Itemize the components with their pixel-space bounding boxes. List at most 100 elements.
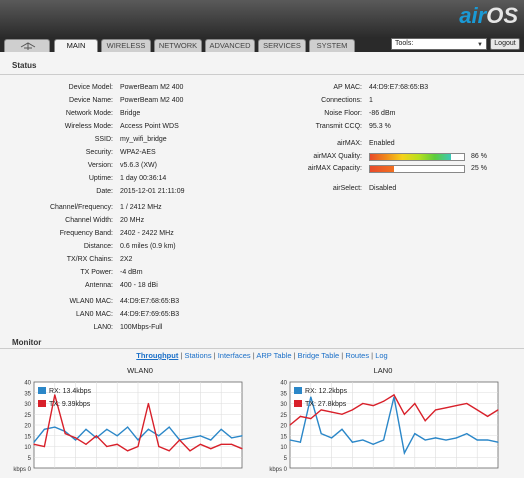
distance-label: Distance: [83, 243, 113, 250]
data-point [299, 415, 301, 417]
data-point [341, 428, 343, 430]
legend-label: RX: 12.2kbps [305, 388, 348, 395]
date-value: 2015-12-01 21:11:09 [120, 188, 185, 195]
ssid-value: my_wifi_bridge [120, 136, 167, 143]
divider [0, 74, 524, 75]
transmit-ccq-label: Transmit CCQ: [315, 123, 362, 130]
channel-frequency-label: Channel/Frequency: [49, 204, 113, 211]
data-point [299, 441, 301, 443]
data-point [43, 445, 46, 448]
distance-value: 0.6 miles (0.9 km) [120, 243, 176, 250]
legend-label: TX: 27.8kbps [305, 401, 347, 408]
y-tick-label: 30 [24, 402, 31, 408]
data-point [199, 435, 201, 437]
frequency-band-label: Frequency Band: [59, 230, 113, 237]
link-interfaces[interactable]: Interfaces [217, 351, 251, 360]
tx-power-value: -4 dBm [120, 269, 143, 276]
connections-label: Connections: [321, 97, 362, 104]
data-point [85, 428, 87, 430]
data-point [310, 417, 312, 420]
wireless-mode-label: Wireless Mode: [64, 123, 113, 130]
data-point [137, 439, 139, 441]
data-point [220, 443, 222, 445]
data-point [289, 439, 291, 441]
data-point [383, 439, 385, 441]
y-tick-label: 40 [24, 381, 31, 387]
lan0-mac-value: 44:D9:E7:69:65:B3 [120, 311, 180, 318]
data-point [75, 439, 77, 441]
data-point [466, 433, 468, 435]
data-point [487, 415, 489, 417]
link-separator: | [250, 351, 257, 360]
y-tick-label: 15 [280, 434, 287, 440]
data-point [231, 437, 233, 439]
wlan0-chart-title: WLAN0 [127, 366, 153, 375]
data-point [487, 439, 489, 441]
tab-network[interactable]: NETWORK [154, 39, 202, 52]
data-point [403, 452, 405, 454]
tab-wireless[interactable]: WIRELESS [101, 39, 151, 52]
tab-advanced[interactable]: ADVANCED [205, 39, 255, 52]
lan0-mac-label: LAN0 MAC: [76, 311, 113, 318]
ubiquiti-logo-tab[interactable] [4, 39, 50, 52]
airmax-capacity-bar [369, 165, 465, 173]
data-point [189, 437, 191, 439]
version-label: Version: [87, 162, 113, 169]
data-point [445, 407, 447, 409]
data-point [95, 437, 97, 439]
airmax-quality-label: airMAX Quality: [313, 153, 362, 160]
data-point [85, 443, 87, 445]
main-content: Status Device Model: PowerBeam M2 400 Devi… [0, 52, 524, 478]
data-point [414, 433, 416, 435]
airmax-label: airMAX: [337, 140, 362, 147]
link-arp-table[interactable]: ARP Table [256, 351, 292, 360]
tools-select[interactable]: Tools: ▼ [391, 38, 487, 50]
data-point [497, 409, 499, 411]
data-point [189, 450, 191, 452]
data-point [414, 402, 416, 405]
tab-system[interactable]: SYSTEM [309, 39, 355, 52]
device-model-value: PowerBeam M2 400 [120, 84, 184, 91]
legend-swatch [38, 400, 46, 407]
data-point [33, 443, 35, 445]
channel-width-value: 20 MHz [120, 217, 145, 224]
link-throughput[interactable]: Throughput [136, 351, 179, 360]
legend-swatch [294, 400, 302, 407]
data-point [179, 439, 181, 441]
link-routes[interactable]: Routes [345, 351, 370, 360]
header-bar: airOS [0, 0, 524, 38]
status-title: Status [12, 61, 37, 70]
y-tick-label: 35 [24, 391, 31, 397]
data-point [476, 439, 478, 441]
data-point [362, 439, 364, 441]
version-value: v5.6.3 (XW) [120, 162, 157, 169]
antenna-icon [20, 42, 36, 50]
airmax-quality-value: 86 % [471, 153, 487, 160]
transmit-ccq-value: 95.3 % [369, 123, 391, 130]
antenna-label: Antenna: [84, 282, 113, 289]
y-tick-label: 20 [24, 424, 31, 430]
lan0-label: LAN0: [93, 324, 113, 331]
tab-main[interactable]: MAIN [54, 39, 98, 52]
data-point [127, 426, 129, 428]
divider [0, 348, 524, 349]
tab-services[interactable]: SERVICES [258, 39, 306, 52]
data-point [116, 435, 118, 437]
uptime-value: 1 day 00:36:14 [120, 175, 167, 182]
monitor-links: Throughput | Stations | Interfaces | ARP… [0, 351, 524, 360]
tx-rx-chains-value: 2X2 [120, 256, 133, 263]
data-point [383, 400, 385, 402]
logout-button[interactable]: Logout [490, 38, 520, 50]
y-tick-label: 35 [280, 391, 287, 397]
data-point [372, 443, 374, 445]
link-stations[interactable]: Stations [184, 351, 212, 360]
data-point [393, 394, 395, 396]
link-log[interactable]: Log [375, 351, 388, 360]
lan0-chart-title: LAN0 [373, 366, 393, 375]
ap-mac-value: 44:D9:E7:68:65:B3 [369, 84, 429, 91]
lan0-chart: 5 10 15 20 25 30 35 40 kbps 0 RX: 12.2kbps TX: 27.… [269, 381, 499, 473]
data-point [147, 428, 149, 430]
legend-label: RX: 13.4kbps [49, 388, 92, 395]
data-point [54, 394, 56, 396]
link-bridge-table[interactable]: Bridge Table [297, 351, 340, 360]
